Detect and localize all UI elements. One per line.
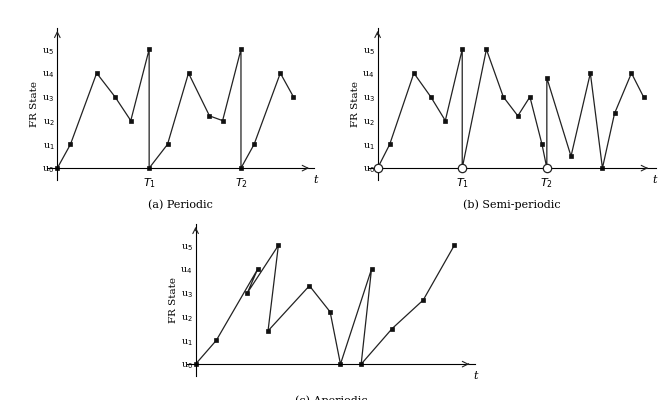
Text: $T_2$: $T_2$ bbox=[235, 176, 248, 190]
Text: t: t bbox=[652, 175, 656, 185]
Y-axis label: FR State: FR State bbox=[30, 81, 39, 127]
Title: (b) Semi-periodic: (b) Semi-periodic bbox=[463, 199, 561, 210]
Y-axis label: FR State: FR State bbox=[351, 81, 360, 127]
Title: (c) Aperiodic: (c) Aperiodic bbox=[295, 395, 367, 400]
Text: t: t bbox=[473, 371, 478, 381]
Title: (a) Periodic: (a) Periodic bbox=[149, 200, 213, 210]
Text: t: t bbox=[313, 175, 318, 185]
Y-axis label: FR State: FR State bbox=[169, 277, 178, 323]
Text: $T_1$: $T_1$ bbox=[142, 176, 156, 190]
Text: $T_2$: $T_2$ bbox=[541, 176, 553, 190]
Text: $T_1$: $T_1$ bbox=[456, 176, 469, 190]
